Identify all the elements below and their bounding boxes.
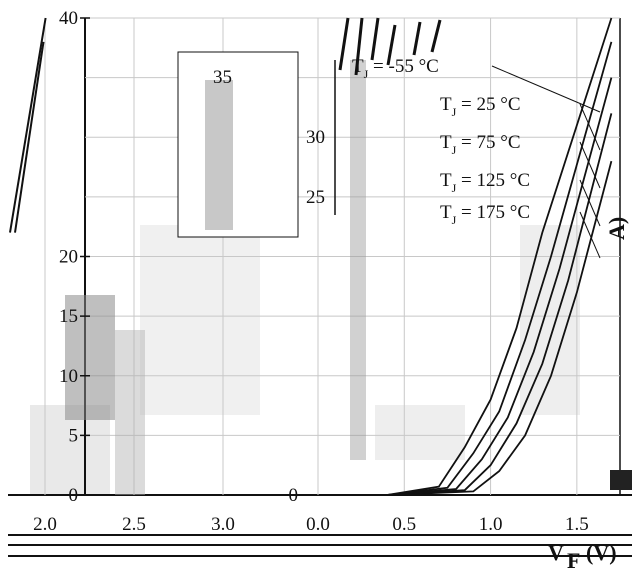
inset-axis — [334, 60, 366, 460]
x-tick-label: 2.0 — [33, 514, 57, 535]
annotation-leader — [579, 179, 601, 227]
series-line-left — [9, 17, 47, 233]
y-tick-label: 20 — [59, 247, 78, 268]
series-streak — [412, 21, 422, 56]
inset-panel — [177, 51, 299, 238]
series-streak — [430, 19, 442, 53]
series-line-left — [14, 41, 45, 233]
x-tick-label: 1.5 — [565, 514, 589, 535]
y-tick-label: 5 — [69, 425, 79, 446]
x-tick-label: 0.5 — [392, 514, 416, 535]
x-tick-label: 1.0 — [479, 514, 503, 535]
x-axis-label-unit: (V) — [586, 540, 617, 565]
y-tick-label: 25 — [306, 187, 325, 208]
series-line — [386, 160, 613, 496]
series-line — [386, 41, 613, 496]
annotation-leader — [579, 211, 601, 259]
curves — [9, 17, 613, 496]
y-axis-label-fragment: A) — [604, 217, 629, 240]
grid — [44, 17, 620, 495]
series-annotation: TJ = 125 °C — [440, 170, 530, 195]
background-patch — [140, 225, 260, 415]
annotation-leader — [579, 103, 601, 151]
y-tick-label: 40 — [59, 8, 78, 29]
series-annotation: TJ = -55 °C — [352, 56, 439, 81]
annotation-leader — [579, 141, 601, 189]
tick-labels: 2.0 2.5 3.0 40 20 15 10 5 0 0.0 0.5 1.0 1.5 0 25 30 35 — [33, 8, 589, 535]
series-annotation: TJ = 75 °C — [440, 132, 521, 157]
bottom-rules — [8, 534, 632, 557]
annotations: TJ = -55 °CTJ = 25 °C TJ = 75 °C TJ = 125 … — [352, 56, 601, 259]
y-tick-label: 15 — [59, 306, 78, 327]
corner-block — [610, 470, 632, 490]
series-streak — [354, 17, 364, 76]
x-tick-label: 2.5 — [122, 514, 146, 535]
inset-bar-artifact — [205, 80, 233, 230]
x-axis-label-main: V — [548, 540, 564, 565]
series-streak — [386, 24, 397, 66]
series-annotation: TJ = 175 °C — [440, 202, 530, 227]
background-patch — [375, 405, 465, 460]
series-annotation: TJ = 25 °C — [440, 94, 521, 119]
y-tick-label: 35 — [213, 67, 232, 88]
series-streak — [338, 17, 350, 71]
annotation-leader — [491, 65, 601, 113]
y-tick-label: 0 — [69, 485, 79, 506]
x-axis-label-sub: F — [567, 548, 580, 570]
series-line — [386, 77, 613, 496]
series-line — [386, 17, 613, 496]
y-tick-label: 10 — [59, 366, 78, 387]
strip-artifact — [115, 330, 145, 495]
series-line — [386, 113, 613, 496]
y-tick-label: 30 — [306, 127, 325, 148]
y-tick-label: 0 — [289, 485, 299, 506]
x-tick-label: 3.0 — [211, 514, 235, 535]
series-streak — [370, 17, 380, 61]
x-tick-label: 0.0 — [306, 514, 330, 535]
background-patch — [520, 225, 580, 415]
